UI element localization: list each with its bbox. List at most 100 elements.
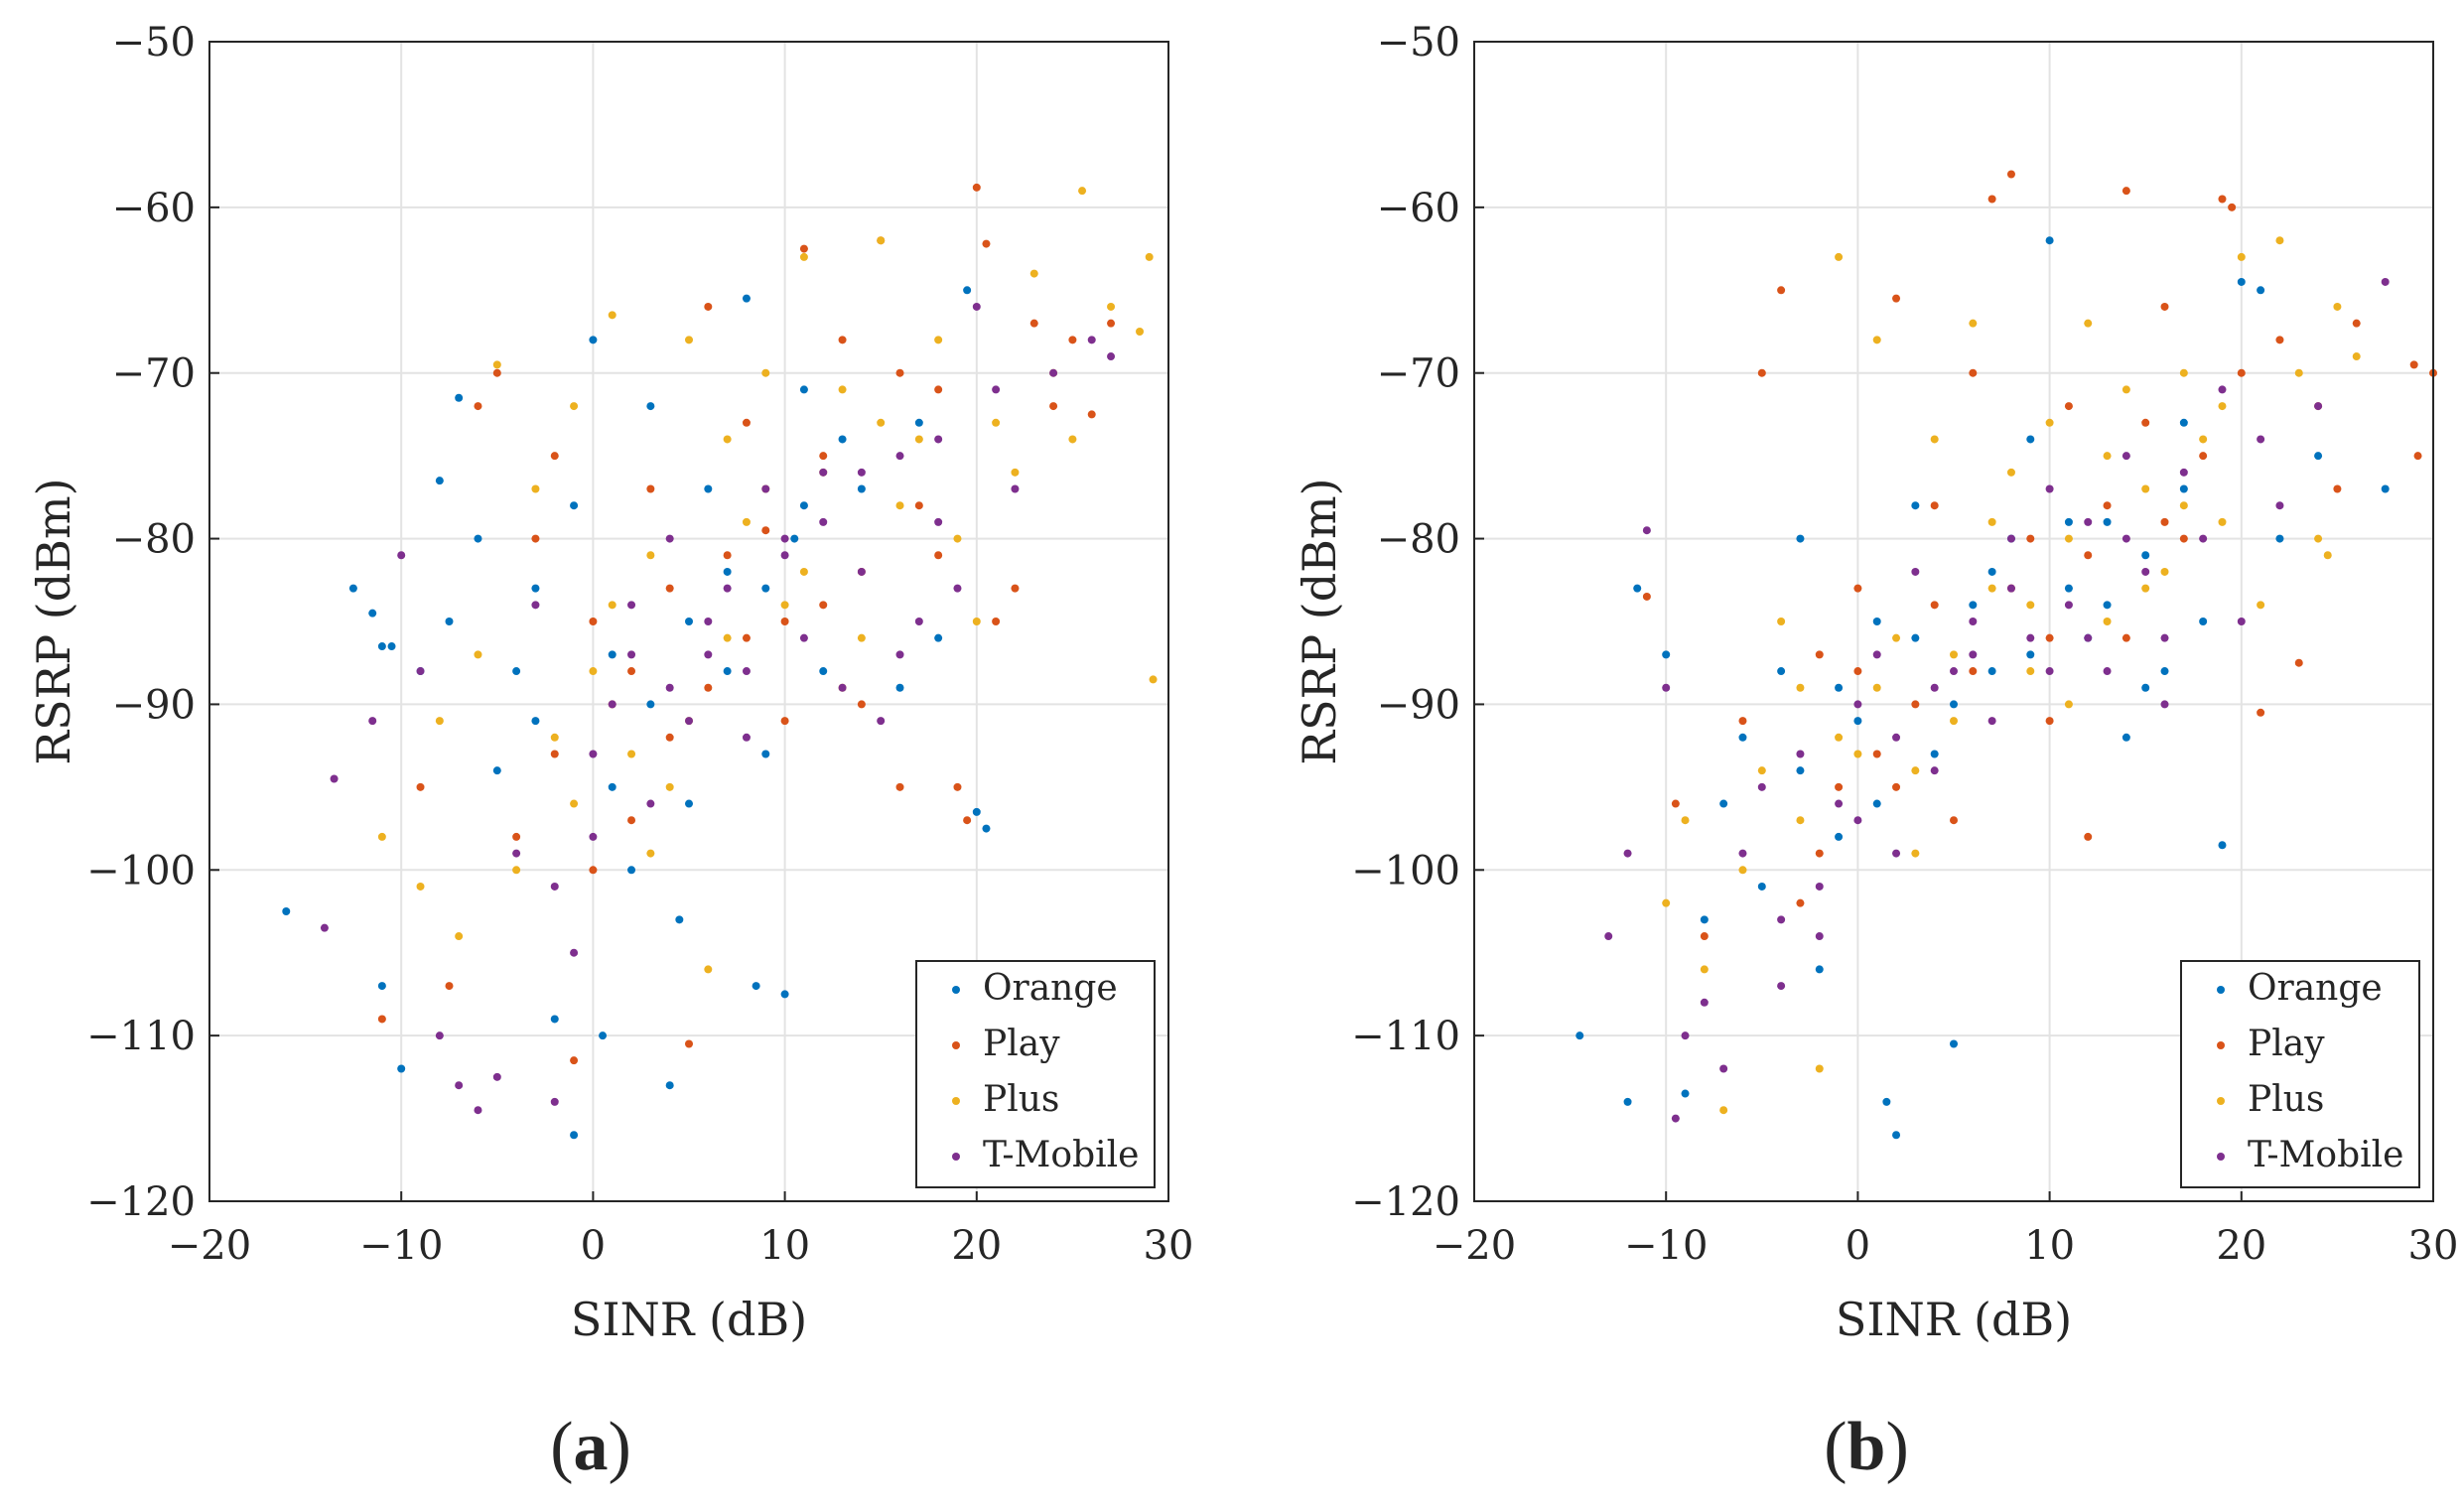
- point-orange: [972, 807, 981, 816]
- point-orange: [1835, 683, 1844, 692]
- point-plus: [2218, 517, 2227, 526]
- legend-marker-play-a: [952, 1041, 960, 1049]
- point-tmobile: [934, 517, 943, 526]
- x-tick-label: −10: [359, 1223, 443, 1269]
- point-play: [934, 551, 943, 560]
- y-tick-label: −80: [112, 517, 196, 563]
- point-tmobile: [972, 302, 981, 311]
- point-plus: [742, 517, 751, 526]
- point-play: [377, 1015, 386, 1024]
- point-play: [2409, 360, 2418, 369]
- point-tmobile: [608, 700, 616, 709]
- point-plus: [1068, 435, 1077, 444]
- point-tmobile: [1853, 816, 1862, 825]
- legend-marker-play-b: [2217, 1041, 2225, 1049]
- point-play: [2257, 708, 2265, 717]
- point-play: [742, 418, 751, 427]
- point-play: [2026, 534, 2035, 543]
- point-play: [982, 239, 991, 248]
- point-tmobile: [2122, 452, 2130, 461]
- point-orange: [2218, 841, 2227, 850]
- point-tmobile: [857, 567, 866, 576]
- point-orange: [799, 385, 808, 394]
- point-plus: [1029, 269, 1038, 278]
- point-plus: [2103, 618, 2112, 625]
- point-plus: [1835, 733, 1844, 742]
- legend-label-orange-a: Orange: [983, 968, 1118, 1009]
- point-plus: [780, 601, 789, 610]
- point-plus: [1078, 187, 1087, 196]
- point-plus: [2122, 385, 2130, 394]
- point-orange: [761, 584, 770, 593]
- point-orange: [397, 1064, 406, 1073]
- point-tmobile: [1930, 683, 1939, 692]
- point-play: [992, 618, 1001, 625]
- point-orange: [790, 534, 799, 543]
- point-play: [1049, 402, 1058, 411]
- point-tmobile: [742, 733, 751, 742]
- point-tmobile: [1738, 849, 1747, 858]
- point-plus: [1930, 435, 1939, 444]
- point-tmobile: [780, 534, 789, 543]
- point-play: [1796, 898, 1805, 907]
- point-orange: [1911, 501, 1920, 510]
- point-plus: [492, 360, 501, 369]
- point-plus: [589, 667, 598, 676]
- point-orange: [2064, 584, 2073, 593]
- point-tmobile: [1950, 667, 1958, 676]
- point-plus: [1136, 328, 1145, 336]
- point-plus: [1911, 766, 1920, 775]
- point-play: [2160, 302, 2169, 311]
- point-orange: [455, 393, 464, 402]
- point-play: [819, 452, 828, 461]
- point-tmobile: [512, 849, 521, 858]
- point-tmobile: [397, 551, 406, 560]
- point-orange: [2381, 484, 2390, 493]
- point-play: [550, 452, 559, 461]
- point-orange: [857, 484, 866, 493]
- point-orange: [1757, 882, 1766, 891]
- legend-marker-orange-b: [2217, 986, 2225, 994]
- point-tmobile: [819, 517, 828, 526]
- point-orange: [799, 501, 808, 510]
- x-tick-label: 0: [581, 1223, 606, 1269]
- y-tick-label: −100: [86, 848, 196, 893]
- point-tmobile: [1623, 849, 1632, 858]
- point-plus: [2237, 252, 2246, 261]
- point-orange: [1575, 1031, 1584, 1040]
- x-axis-label-a: SINR (dB): [571, 1293, 807, 1346]
- x-tick-label: 30: [2408, 1223, 2459, 1269]
- point-plus: [570, 402, 579, 411]
- point-orange: [2237, 277, 2246, 286]
- point-orange: [2064, 517, 2073, 526]
- point-tmobile: [1969, 618, 1978, 625]
- point-orange: [675, 915, 684, 924]
- y-axis-label-b: RSRP (dBm): [1293, 478, 1346, 764]
- point-tmobile: [1642, 526, 1651, 535]
- point-play: [2275, 336, 2284, 344]
- point-play: [2333, 484, 2342, 493]
- point-tmobile: [914, 618, 923, 625]
- point-tmobile: [895, 650, 904, 659]
- point-plus: [1872, 336, 1881, 344]
- point-tmobile: [2381, 277, 2390, 286]
- x-tick-label: −20: [1433, 1223, 1516, 1269]
- panel-b: −20 −10 0 10 20 30−50−60−70−80−90−100−110−120…: [1293, 20, 2458, 1485]
- point-tmobile: [2257, 435, 2265, 444]
- point-tmobile: [780, 551, 789, 560]
- point-orange: [723, 667, 732, 676]
- point-play: [742, 633, 751, 642]
- point-tmobile: [1662, 683, 1671, 692]
- point-play: [1777, 286, 1786, 295]
- point-orange: [685, 618, 693, 625]
- point-tmobile: [1777, 915, 1786, 924]
- point-tmobile: [704, 618, 713, 625]
- point-orange: [1777, 667, 1786, 676]
- point-tmobile: [1671, 1114, 1680, 1123]
- point-plus: [2179, 368, 2188, 377]
- point-tmobile: [1604, 932, 1613, 941]
- point-plus: [1796, 816, 1805, 825]
- point-orange: [2026, 650, 2035, 659]
- point-play: [761, 526, 770, 535]
- y-tick-label: −110: [1351, 1014, 1460, 1059]
